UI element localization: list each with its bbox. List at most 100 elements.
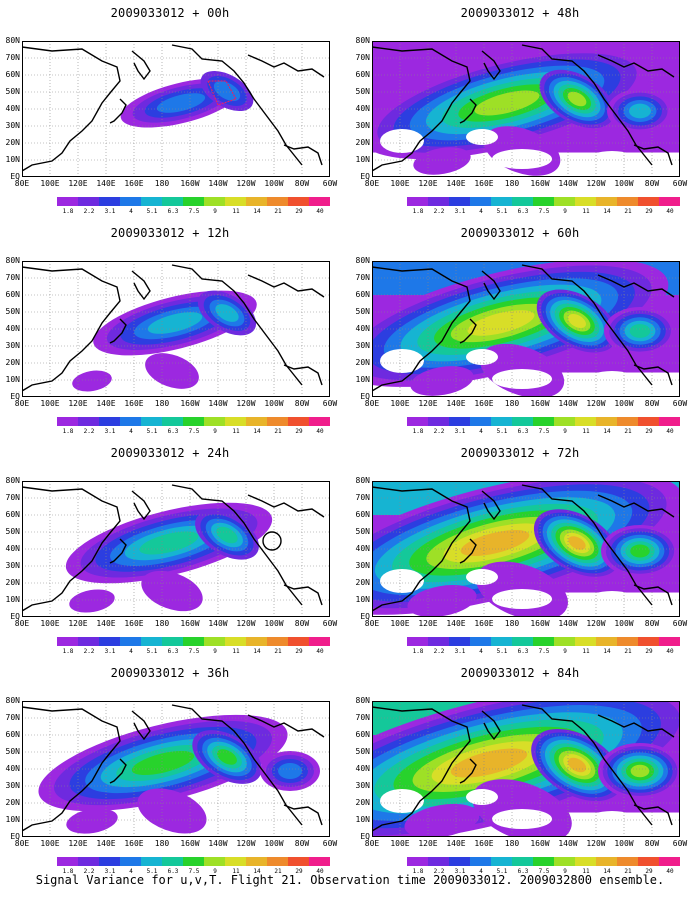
variance-map (372, 481, 680, 617)
variance-contour (567, 91, 587, 107)
colorbar-label: 21 (624, 868, 632, 875)
coastline (459, 318, 477, 344)
colorbar-swatch (491, 857, 512, 866)
latitude-label: 60N (5, 290, 20, 299)
colorbar-label: 1.8 (412, 868, 424, 875)
colorbar-swatch (554, 417, 575, 426)
panel-title: 2009033012 + 60h (460, 226, 580, 240)
longitude-label: 80E (14, 179, 30, 188)
longitude-label: 100E (390, 179, 410, 188)
coastline (109, 98, 127, 124)
colorbar-label: 3.1 (104, 428, 116, 435)
variance-contour (450, 748, 528, 778)
latitude-label: 50N (355, 527, 370, 536)
longitude-label: 160E (124, 179, 144, 188)
variance-contour (72, 370, 112, 392)
colorbar-label: 1.8 (62, 208, 74, 215)
colorbar-label: 3.1 (104, 868, 116, 875)
variance-contour (145, 353, 199, 389)
low-variance-area (586, 151, 638, 171)
colorbar-label: 3.1 (454, 208, 466, 215)
colorbar-swatch (428, 197, 449, 206)
longitude-label: 120E (68, 619, 88, 628)
colorbar-label: 1.8 (62, 428, 74, 435)
longitude-label: 140E (446, 399, 466, 408)
colorbar-swatch (470, 857, 491, 866)
variance-contour (413, 147, 471, 175)
coastline (283, 144, 323, 166)
colorbar-label: 1.8 (62, 648, 74, 655)
colorbar-swatch (512, 417, 533, 426)
colorbar-swatch (554, 637, 575, 646)
longitude-label: 160E (474, 619, 494, 628)
colorbar-label: 5.1 (146, 648, 158, 655)
colorbar-label: 9 (213, 428, 217, 435)
latitude-label: 60N (355, 730, 370, 739)
colorbar-label: 6.3 (167, 648, 179, 655)
colorbar-swatch (204, 197, 225, 206)
longitude-label: 160W (530, 179, 550, 188)
longitude-label: 140E (446, 839, 466, 848)
colorbar-label: 40 (316, 428, 324, 435)
low-variance-area (586, 811, 638, 831)
colorbar-swatch (162, 857, 183, 866)
longitude-label: 140W (558, 399, 578, 408)
colorbar-label: 1.8 (62, 868, 74, 875)
longitude-label: 120W (236, 619, 256, 628)
colorbar-swatch (78, 417, 99, 426)
colorbar-swatch (141, 637, 162, 646)
longitude-label: 140W (558, 839, 578, 848)
longitude-label: 120W (586, 839, 606, 848)
colorbar-swatch (288, 417, 309, 426)
colorbar-swatch (246, 637, 267, 646)
coastline (597, 274, 675, 298)
latitude-label: 80N (5, 256, 20, 265)
latitude-label: 80N (5, 696, 20, 705)
colorbar-label: 6.3 (517, 648, 529, 655)
colorbar-swatch (183, 857, 204, 866)
coastline (22, 486, 121, 612)
colorbar-label: 11 (232, 648, 240, 655)
longitude-label: 120E (68, 399, 88, 408)
latitude-label: 70N (5, 713, 20, 722)
latitude-label: 50N (5, 307, 20, 316)
coastline (283, 804, 323, 826)
colorbar-label: 5.1 (146, 208, 158, 215)
longitude-label: 100E (40, 179, 60, 188)
longitude-label: 80E (14, 399, 30, 408)
coastline (109, 538, 127, 564)
colorbar-label: 1.8 (412, 428, 424, 435)
colorbar-swatch (246, 857, 267, 866)
colorbar (57, 417, 330, 426)
longitude-label: 160W (180, 399, 200, 408)
colorbar-label: 7.5 (188, 868, 200, 875)
colorbar-swatch (449, 857, 470, 866)
colorbar-swatch (99, 417, 120, 426)
colorbar-label: 2.2 (433, 208, 445, 215)
longitude-label: 180 (154, 839, 170, 848)
colorbar-swatch (78, 197, 99, 206)
latitude-label: 70N (5, 53, 20, 62)
longitude-label: 80E (14, 839, 30, 848)
colorbar-label: 14 (253, 648, 261, 655)
longitude-label: 80W (294, 839, 310, 848)
longitude-label: 160W (530, 839, 550, 848)
colorbar-label: 14 (603, 648, 611, 655)
variance-contour (567, 757, 587, 773)
variance-contour (630, 544, 650, 558)
colorbar-label: 5.1 (146, 428, 158, 435)
colorbar-swatch (288, 857, 309, 866)
latitude-label: 10N (5, 155, 20, 164)
latitude-label: EQ (10, 392, 20, 401)
coastline (481, 270, 501, 301)
colorbar-label: 3.1 (454, 868, 466, 875)
colorbar-swatch (120, 417, 141, 426)
longitude-label: 120W (236, 839, 256, 848)
variance-contour (141, 570, 203, 612)
latitude-label: 10N (5, 815, 20, 824)
coastline (633, 584, 673, 606)
colorbar-label: 9 (563, 428, 567, 435)
variance-contour (460, 529, 530, 557)
latitude-label: 30N (355, 341, 370, 350)
coastline (247, 54, 325, 78)
